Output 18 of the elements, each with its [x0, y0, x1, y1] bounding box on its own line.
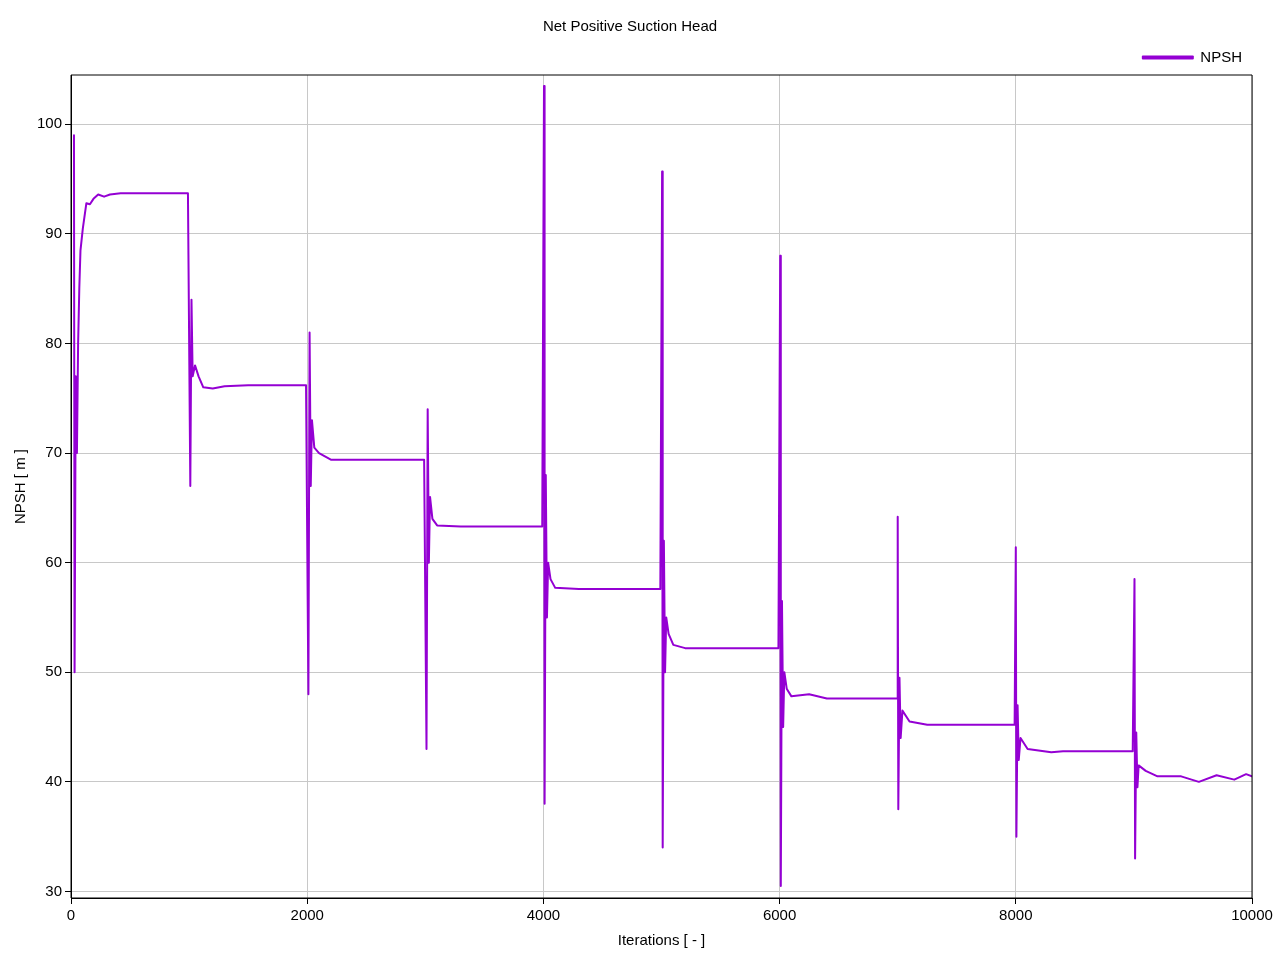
- x-tick-label: 6000: [762, 906, 797, 924]
- x-axis-title: Iterations [ - ]: [617, 931, 706, 949]
- y-tick-label: 90: [45, 224, 63, 242]
- y-tick-label: 100: [37, 114, 63, 132]
- y-tick-label: 60: [45, 552, 63, 570]
- chart-title: Net Positive Suction Head: [542, 17, 718, 35]
- x-tick-label: 0: [66, 906, 76, 924]
- x-tick-label: 8000: [999, 906, 1033, 924]
- legend-label: NPSH: [1200, 47, 1243, 65]
- y-tick-label: 40: [45, 771, 63, 789]
- x-tick-label: 10000: [1231, 906, 1273, 924]
- y-tick-label: 70: [45, 443, 63, 461]
- x-tick-label: 4000: [526, 906, 561, 924]
- y-axis-title: NPSH [ m ]: [11, 448, 29, 525]
- y-tick-label: 30: [45, 881, 63, 899]
- y-tick-label: 80: [45, 333, 63, 351]
- y-tick-label: 50: [45, 662, 63, 680]
- x-tick-label: 2000: [290, 906, 324, 924]
